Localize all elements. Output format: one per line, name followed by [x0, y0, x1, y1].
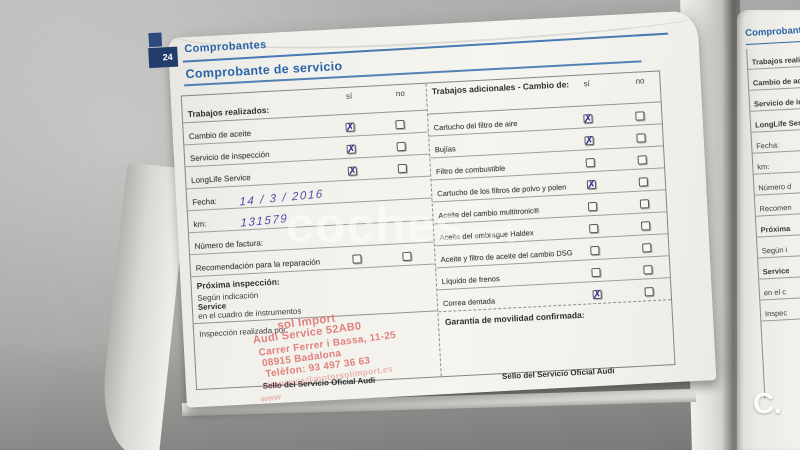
column-header-no: no — [635, 76, 645, 86]
handwritten-value: 131579 — [240, 212, 289, 230]
warranty-seal-caption: Sello del Servicio Oficial Audi — [501, 366, 615, 382]
additional-header-label: Trabajos adicionales - Cambio de: — [431, 79, 570, 97]
next-inspection-title: Próxima inspección: — [196, 276, 280, 291]
column-header-no: no — [395, 88, 406, 99]
next-page-row-label: Inspec — [760, 297, 800, 322]
checkbox-no — [643, 265, 653, 275]
checkbox-no — [644, 287, 654, 297]
row-label: Cambio de aceite — [188, 128, 252, 142]
next-page-row-label: LongLife Serv — [750, 108, 800, 133]
checkbox-si — [586, 179, 597, 190]
row-label: Servicio de inspección — [189, 149, 270, 164]
corner-logo: C. — [753, 388, 782, 420]
page-number: 24 — [162, 51, 173, 63]
next-page-content: Comprobante Trabajos reali Cambio de acei… — [745, 24, 800, 399]
next-page-row-label: Fecha: — [751, 129, 800, 154]
warranty-label: Garantía de movilidad confirmada: — [444, 309, 585, 327]
works-column: Trabajos realizados: sí no Cambio de ace… — [181, 83, 442, 404]
row-label: Líquido de frenos — [441, 274, 500, 287]
checkbox-si — [587, 201, 598, 212]
works-header-label: Trabajos realizados: — [187, 104, 270, 120]
page-tab-corner — [148, 32, 163, 48]
next-page-table: Trabajos reali Cambio de acei Servicio de … — [746, 45, 800, 399]
additional-works-column: Trabajos adicionales - Cambio de: sí no … — [426, 71, 674, 381]
checkbox-si — [346, 144, 356, 154]
row-label: LongLife Service — [190, 172, 251, 186]
checkbox-si — [352, 254, 362, 264]
next-page-row-label: Según i — [756, 234, 800, 259]
next-page-row-label: Servicio de ins — [749, 87, 800, 112]
row-label: Número de factura: — [194, 238, 264, 251]
next-page-title: Comprobante — [745, 24, 800, 45]
checkbox-no — [402, 251, 412, 262]
checkbox-si — [589, 223, 599, 234]
column-header-si: sí — [583, 79, 591, 89]
row-label: Filtro de combustible — [435, 163, 506, 177]
service-form-table: Trabajos realizados: sí no Cambio de ace… — [180, 70, 676, 404]
additional-rows: Cartucho del filtro de aire Bujías Filtro … — [428, 102, 672, 313]
inspection-block: Inspección realizada por: sol Import Audi… — [194, 311, 442, 404]
checkbox-si — [590, 245, 600, 256]
next-page-row-label: Número d — [753, 171, 800, 196]
row-label: Fecha: — [192, 196, 217, 208]
checkbox-si — [592, 289, 602, 300]
checkbox-no — [635, 111, 645, 121]
checkbox-si — [585, 157, 596, 168]
row-label: Bujías — [434, 144, 456, 155]
checkbox-si — [347, 166, 358, 176]
checkbox-no — [395, 119, 405, 130]
row-label: Aceite del embrague Haldex — [439, 228, 534, 243]
checkbox-si — [345, 122, 355, 132]
next-page-row-label: Trabajos reali — [747, 45, 800, 70]
checkbox-no — [637, 155, 647, 165]
next-page-row-label: km: — [752, 150, 800, 175]
checkbox-si — [591, 267, 601, 278]
next-page-sliver: Comprobante Trabajos reali Cambio de acei… — [737, 10, 800, 450]
page-gap-shadow — [722, 0, 740, 450]
column-header-si: sí — [345, 91, 353, 101]
warranty-block: Garantía de movilidad confirmada: Sello … — [438, 300, 675, 388]
checkbox-no — [642, 243, 652, 253]
row-label: Aceite del cambio multitronic® — [438, 205, 540, 221]
checkbox-no — [640, 221, 651, 231]
checkbox-no — [396, 141, 406, 152]
next-inspection-note-1: Según indicación — [197, 290, 259, 303]
checkbox-no — [636, 133, 646, 143]
row-label: km: — [193, 219, 207, 230]
page-tab: 24 — [148, 46, 179, 69]
next-page-row-label: Service — [758, 255, 800, 280]
row-label: Correa dentada — [442, 296, 496, 309]
checkbox-si — [583, 114, 593, 124]
next-page-row-label: Recomen — [754, 192, 800, 217]
checkbox-no — [397, 163, 408, 174]
checkbox-si — [584, 135, 594, 146]
next-page-row-label: en el c — [759, 276, 800, 301]
next-page-row-label: Cambio de acei — [748, 66, 800, 91]
service-page: 24 Comprobantes Comprobante de servicio … — [148, 4, 717, 408]
next-page-row-label: Próxima — [755, 213, 800, 238]
row-label: Cartucho del filtro de aire — [433, 118, 518, 133]
checkbox-no — [639, 199, 650, 209]
checkbox-no — [638, 177, 649, 187]
works-rows: Cambio de aceite Servicio de inspección Lo… — [183, 110, 435, 278]
